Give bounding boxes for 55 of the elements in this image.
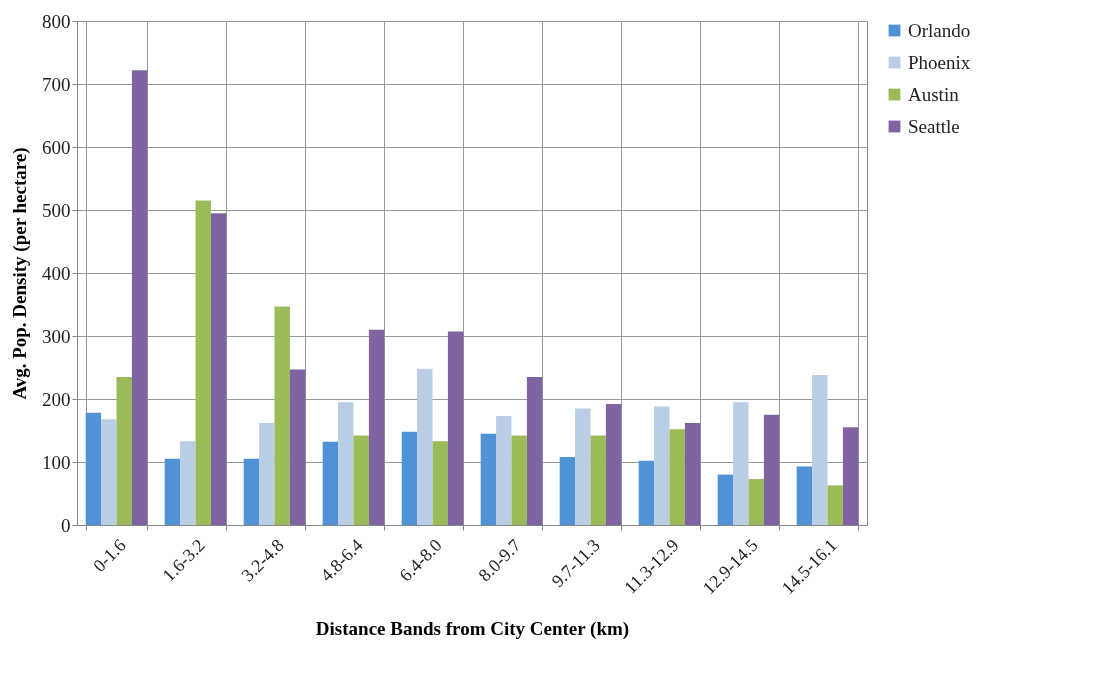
bar [243, 458, 260, 525]
y-tick-label: 600 [42, 136, 71, 158]
y-tick-label: 700 [42, 73, 71, 95]
bar [654, 406, 670, 525]
legend-label: Orlando [908, 19, 971, 41]
bar [480, 433, 497, 525]
bar [717, 474, 734, 525]
bar [733, 402, 749, 525]
bar [338, 402, 354, 525]
bar [116, 376, 132, 525]
bar [164, 458, 181, 525]
bar [447, 331, 464, 525]
bar [131, 70, 148, 525]
bar [432, 441, 448, 525]
y-tick-label: 500 [42, 199, 71, 221]
bar [842, 427, 859, 525]
y-tick-label: 100 [42, 451, 71, 473]
bar [101, 419, 117, 525]
bar [274, 306, 290, 525]
y-tick-label: 400 [42, 262, 71, 284]
bar [575, 408, 591, 525]
bar [195, 200, 211, 525]
bar [259, 422, 275, 525]
bar [401, 431, 418, 525]
bar [85, 412, 102, 525]
bar [511, 435, 527, 525]
bar [763, 414, 780, 525]
y-tick-label: 0 [61, 514, 71, 536]
bar [496, 416, 512, 525]
bar [638, 460, 655, 525]
y-tick-label: 200 [42, 388, 71, 410]
legend-label: Austin [908, 83, 960, 105]
legend-label: Phoenix [908, 51, 971, 73]
y-axis-title: Avg. Pop. Density (per hectare) [9, 147, 31, 400]
bar [559, 456, 576, 525]
bar [827, 485, 843, 525]
legend-label: Seattle [908, 115, 960, 137]
bar [748, 479, 764, 525]
bar [417, 368, 433, 525]
bar [812, 375, 828, 525]
y-tick-label: 800 [42, 10, 71, 32]
bar [368, 329, 385, 525]
bar [322, 441, 339, 525]
bar [526, 376, 543, 525]
y-tick-label: 300 [42, 325, 71, 347]
bar [796, 466, 813, 525]
bar [590, 435, 606, 525]
bar [669, 429, 685, 525]
bar [353, 435, 369, 525]
bar [605, 404, 622, 525]
bar [684, 422, 701, 525]
bar [180, 441, 196, 525]
bar [210, 213, 227, 525]
bar [289, 369, 306, 525]
x-axis-title: Distance Bands from City Center (km) [315, 618, 630, 641]
